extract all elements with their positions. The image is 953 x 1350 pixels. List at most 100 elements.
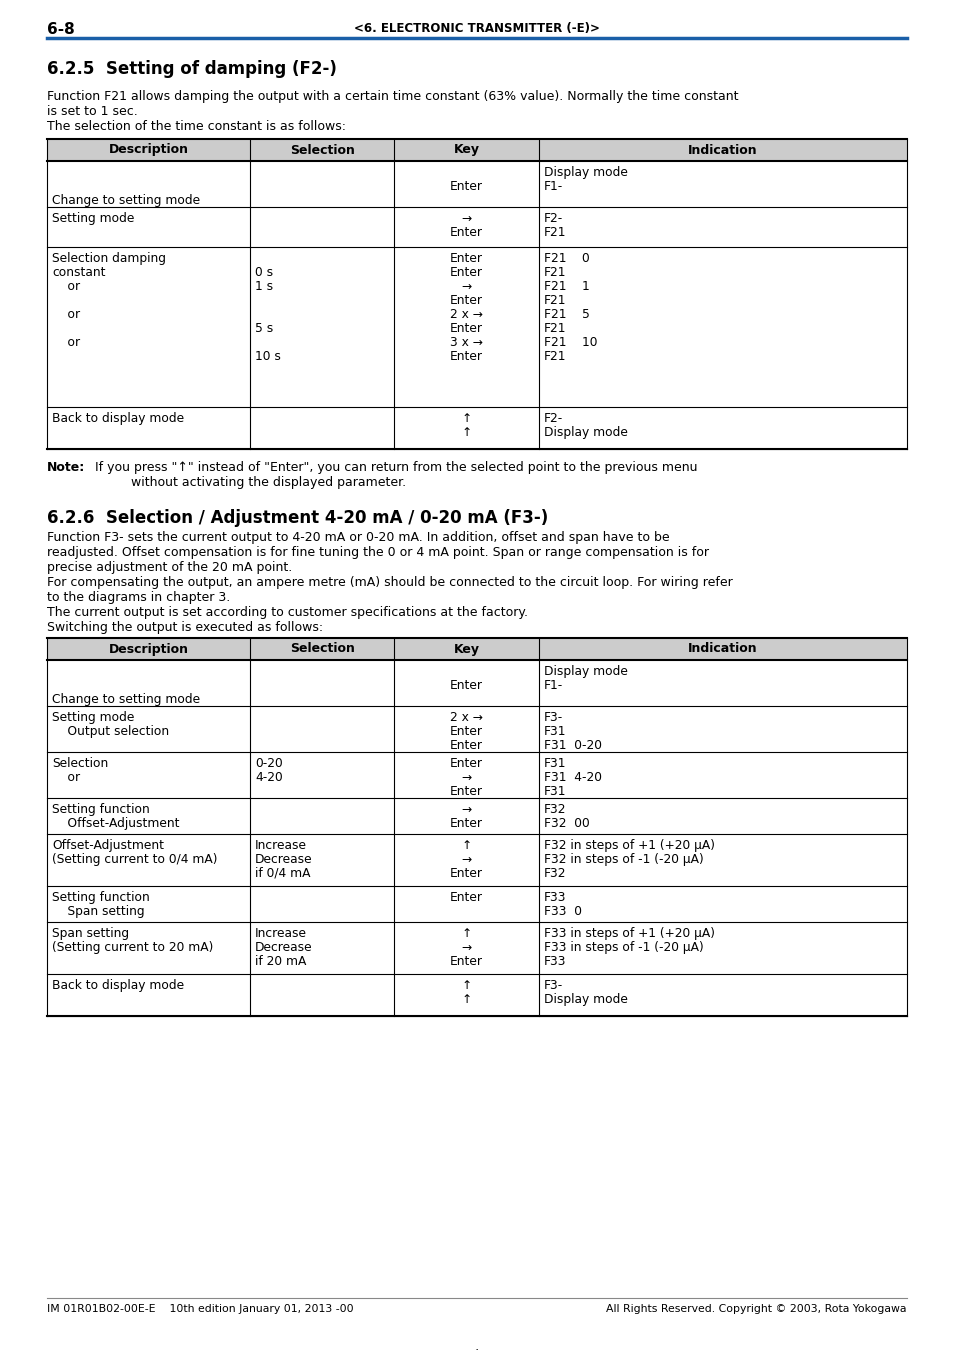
- Text: F31: F31: [543, 757, 566, 769]
- Text: F21: F21: [543, 294, 566, 306]
- Text: 2 x →: 2 x →: [450, 711, 482, 724]
- Text: →: →: [461, 212, 472, 225]
- Bar: [47, 973, 906, 1017]
- Text: →: →: [461, 771, 472, 784]
- Text: F33  0: F33 0: [543, 904, 581, 918]
- Text: Increase: Increase: [254, 838, 307, 852]
- Text: or: or: [52, 308, 80, 321]
- Bar: [47, 706, 906, 752]
- Text: Selection: Selection: [290, 143, 355, 157]
- Text: ↑: ↑: [461, 927, 472, 940]
- Text: readjusted. Offset compensation is for fine tuning the 0 or 4 mA point. Span or : readjusted. Offset compensation is for f…: [47, 545, 708, 559]
- Text: 1 s: 1 s: [254, 279, 273, 293]
- Text: F1-: F1-: [543, 679, 562, 693]
- Text: Enter: Enter: [450, 180, 482, 193]
- Text: Enter: Enter: [450, 252, 482, 265]
- Text: Output selection: Output selection: [52, 725, 169, 738]
- Text: .: .: [475, 1341, 478, 1350]
- Text: →: →: [461, 941, 472, 954]
- Text: or: or: [52, 771, 80, 784]
- Text: Enter: Enter: [450, 784, 482, 798]
- Text: Enter: Enter: [450, 225, 482, 239]
- Text: →: →: [461, 853, 472, 865]
- Text: The current output is set according to customer specifications at the factory.: The current output is set according to c…: [47, 606, 527, 620]
- Text: Enter: Enter: [450, 817, 482, 830]
- Text: Enter: Enter: [450, 725, 482, 738]
- Text: Back to display mode: Back to display mode: [52, 979, 184, 992]
- Text: Setting function: Setting function: [52, 803, 150, 815]
- Text: Switching the output is executed as follows:: Switching the output is executed as foll…: [47, 621, 323, 634]
- Text: All Rights Reserved. Copyright © 2003, Rota Yokogawa: All Rights Reserved. Copyright © 2003, R…: [606, 1304, 906, 1314]
- Text: F21    10: F21 10: [543, 336, 597, 350]
- Text: Display mode: Display mode: [543, 427, 627, 439]
- Bar: [47, 207, 906, 247]
- Text: Enter: Enter: [450, 266, 482, 279]
- Text: If you press "↑" instead of "Enter", you can return from the selected point to t: If you press "↑" instead of "Enter", you…: [83, 460, 697, 474]
- Bar: [47, 247, 906, 406]
- Text: F33: F33: [543, 954, 566, 968]
- Text: Note:: Note:: [47, 460, 85, 474]
- Text: F32: F32: [543, 867, 566, 880]
- Text: to the diagrams in chapter 3.: to the diagrams in chapter 3.: [47, 591, 230, 603]
- Text: F2-: F2-: [543, 412, 562, 425]
- Text: Decrease: Decrease: [254, 941, 313, 954]
- Bar: [47, 752, 906, 798]
- Text: Span setting: Span setting: [52, 927, 129, 940]
- Text: 3 x →: 3 x →: [450, 336, 482, 350]
- Text: Enter: Enter: [450, 954, 482, 968]
- Text: Offset-Adjustment: Offset-Adjustment: [52, 817, 179, 830]
- Text: Description: Description: [109, 643, 189, 656]
- Text: (Setting current to 20 mA): (Setting current to 20 mA): [52, 941, 213, 954]
- Text: 6.2.6  Selection / Adjustment 4-20 mA / 0-20 mA (F3-): 6.2.6 Selection / Adjustment 4-20 mA / 0…: [47, 509, 548, 526]
- Text: F31: F31: [543, 725, 566, 738]
- Text: or: or: [52, 336, 80, 350]
- Bar: [47, 834, 906, 886]
- Text: F3-: F3-: [543, 711, 562, 724]
- Text: Offset-Adjustment: Offset-Adjustment: [52, 838, 164, 852]
- Text: F32  00: F32 00: [543, 817, 589, 830]
- Text: F32: F32: [543, 803, 566, 815]
- Text: Enter: Enter: [450, 679, 482, 693]
- Text: F21: F21: [543, 266, 566, 279]
- Text: F33 in steps of +1 (+20 μA): F33 in steps of +1 (+20 μA): [543, 927, 714, 940]
- Text: (Setting current to 0/4 mA): (Setting current to 0/4 mA): [52, 853, 217, 865]
- Text: Decrease: Decrease: [254, 853, 313, 865]
- Text: F21    5: F21 5: [543, 308, 589, 321]
- Text: F2-: F2-: [543, 212, 562, 225]
- Text: Change to setting mode: Change to setting mode: [52, 693, 200, 706]
- Text: F31  0-20: F31 0-20: [543, 738, 601, 752]
- Text: Function F3- sets the current output to 4-20 mA or 0-20 mA. In addition, offset : Function F3- sets the current output to …: [47, 531, 669, 544]
- Text: Display mode: Display mode: [543, 994, 627, 1006]
- Text: Enter: Enter: [450, 891, 482, 904]
- Text: Setting mode: Setting mode: [52, 711, 134, 724]
- Text: Key: Key: [454, 143, 479, 157]
- Text: Selection: Selection: [290, 643, 355, 656]
- Text: ↑: ↑: [461, 427, 472, 439]
- Text: F21: F21: [543, 350, 566, 363]
- Text: F21: F21: [543, 323, 566, 335]
- Text: F31: F31: [543, 784, 566, 798]
- Text: <6. ELECTRONIC TRANSMITTER (-E)>: <6. ELECTRONIC TRANSMITTER (-E)>: [354, 22, 599, 35]
- Bar: [47, 798, 906, 834]
- Text: Enter: Enter: [450, 294, 482, 306]
- Text: Selection: Selection: [52, 757, 108, 769]
- Text: Indication: Indication: [687, 643, 757, 656]
- Bar: [47, 406, 906, 450]
- Text: Description: Description: [109, 143, 189, 157]
- Text: 4-20: 4-20: [254, 771, 282, 784]
- Text: F33 in steps of -1 (-20 μA): F33 in steps of -1 (-20 μA): [543, 941, 703, 954]
- Text: Selection damping: Selection damping: [52, 252, 166, 265]
- Text: precise adjustment of the 20 mA point.: precise adjustment of the 20 mA point.: [47, 562, 292, 574]
- Text: if 0/4 mA: if 0/4 mA: [254, 867, 310, 880]
- Text: 5 s: 5 s: [254, 323, 273, 335]
- Text: without activating the displayed parameter.: without activating the displayed paramet…: [95, 477, 406, 489]
- Text: Display mode: Display mode: [543, 166, 627, 180]
- Text: if 20 mA: if 20 mA: [254, 954, 306, 968]
- Text: F21    0: F21 0: [543, 252, 589, 265]
- Text: constant: constant: [52, 266, 106, 279]
- Text: F3-: F3-: [543, 979, 562, 992]
- Text: Indication: Indication: [687, 143, 757, 157]
- Text: F1-: F1-: [543, 180, 562, 193]
- Text: 6.2.5  Setting of damping (F2-): 6.2.5 Setting of damping (F2-): [47, 59, 336, 78]
- Text: F21    1: F21 1: [543, 279, 589, 293]
